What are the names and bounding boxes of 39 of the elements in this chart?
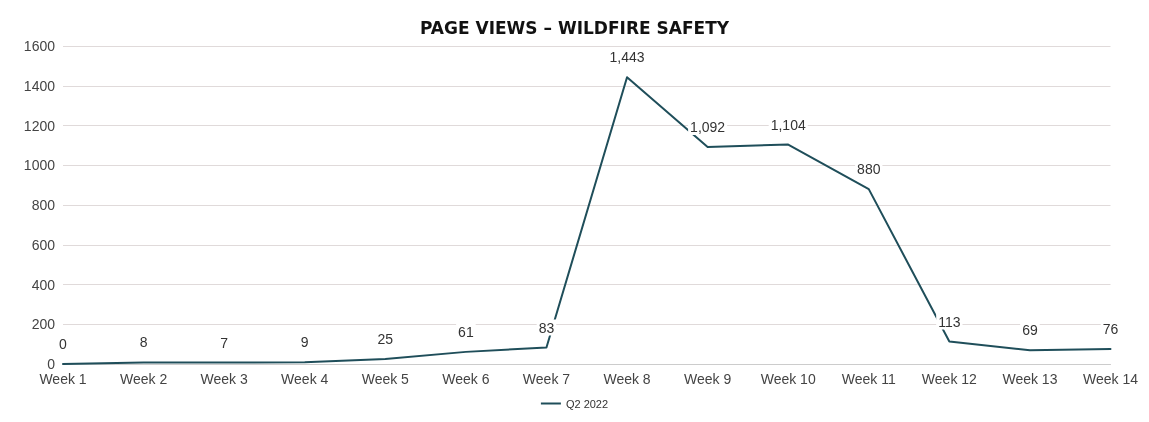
x-tick-label: Week 14 [1083,371,1139,387]
text: 9 [300,334,309,351]
x-tick-label: Week 2 [119,371,168,387]
text: 1,443 [609,49,645,66]
legend-label: Q2 2022 [565,397,609,410]
text: 113 [938,313,961,330]
y-tick-label: 0 [47,356,56,372]
text: 0 [59,336,67,352]
text: 8 [139,334,148,351]
text: 880 [857,161,881,178]
x-tick-label: Week 7 [522,371,571,387]
x-tick-label: Week 6 [442,371,490,387]
text: 7 [220,334,229,351]
y-tick-label: 1000 [23,157,56,174]
text: 76 [1102,320,1119,337]
x-tick-label: Week 12 [921,371,978,387]
x-tick-label: Week 3 [200,371,248,387]
text: 69 [1022,322,1038,339]
text: 1,104 [770,116,806,133]
x-tick-label: Week 5 [361,371,410,387]
y-tick-label: 1200 [23,117,56,134]
y-tick-label: 1600 [23,38,56,54]
text: 83 [538,319,555,336]
text: 25 [377,331,394,348]
x-tick-label: Week 11 [841,371,896,387]
y-tick-label: 800 [31,197,56,213]
chart-title: PAGE VIEWS – WILDFIRE SAFETY [419,17,730,38]
y-tick-label: 1400 [23,77,56,94]
x-tick-label: Week 8 [603,371,651,387]
y-tick-label: 400 [31,276,56,293]
x-tick-label: Week 4 [281,371,329,387]
text: 61 [458,323,474,340]
x-tick-label: Week 10 [760,371,816,387]
x-tick-label: Week 13 [1002,371,1058,387]
y-tick-label: 600 [31,236,56,253]
y-tick-label: 200 [31,316,56,333]
x-tick-label: Week 1 [39,371,87,387]
x-tick-label: Week 9 [684,371,732,387]
text: 1,092 [690,118,726,135]
